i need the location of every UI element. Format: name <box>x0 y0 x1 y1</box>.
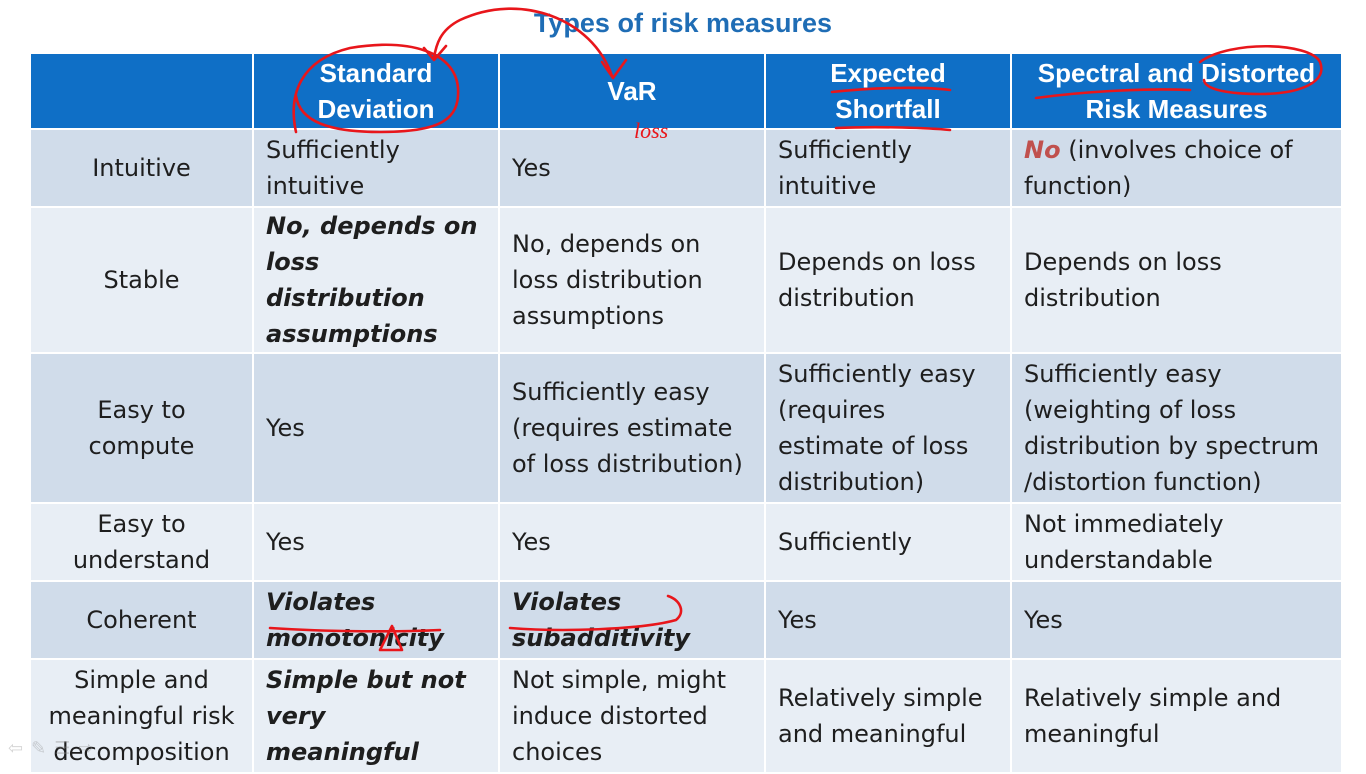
emphasis-text: No <box>1024 136 1061 164</box>
table-cell: Sufficiently <box>766 504 1012 582</box>
table-cell: Relatively simple and meaningful <box>1012 660 1343 774</box>
table-row: Coherent Violates monotonicity Violates … <box>31 582 1343 660</box>
table-cell: Sufficiently easy (weighting of loss dis… <box>1012 354 1343 504</box>
row-label: Easy to understand <box>31 504 254 582</box>
table-cell: Violates monotonicity <box>254 582 500 660</box>
pen-icon[interactable]: ✎ <box>31 738 47 759</box>
table-cell: No, depends on loss distribution assumpt… <box>254 208 500 354</box>
row-label: Easy to compute <box>31 354 254 504</box>
table-cell: Yes <box>500 130 766 208</box>
table-cell: Simple but not very meaningful <box>254 660 500 774</box>
table-cell: Yes <box>1012 582 1343 660</box>
header-spectral-distorted: Spectral and Distorted Risk Measures <box>1012 54 1343 130</box>
table-cell: Not simple, might induce distorted choic… <box>500 660 766 774</box>
row-label: Stable <box>31 208 254 354</box>
slideshow-toolbar[interactable]: ⇦ ✎ ☰ ⇨ <box>8 738 93 759</box>
header-standard-deviation: Standard Deviation <box>254 54 500 130</box>
row-label: Simple and meaningful risk decomposition <box>31 660 254 774</box>
table-cell: Depends on loss distribution <box>1012 208 1343 354</box>
page-title: Types of risk measures <box>533 8 833 38</box>
table-cell: No, depends on loss distribution assumpt… <box>500 208 766 354</box>
menu-icon[interactable]: ☰ <box>54 738 71 759</box>
table-cell: Not immediately understandable <box>1012 504 1343 582</box>
table-cell: Yes <box>766 582 1012 660</box>
table-row: Simple and meaningful risk decomposition… <box>31 660 1343 774</box>
forward-arrow-icon[interactable]: ⇨ <box>78 738 94 759</box>
header-expected-shortfall: Expected Shortfall <box>766 54 1012 130</box>
cell-text: (involves choice of function) <box>1024 136 1293 200</box>
table-cell: Relatively simple and meaningful <box>766 660 1012 774</box>
table-row: Easy to compute Yes Sufficiently easy (r… <box>31 354 1343 504</box>
back-arrow-icon[interactable]: ⇦ <box>8 738 24 759</box>
row-label: Coherent <box>31 582 254 660</box>
table-cell: Yes <box>254 354 500 504</box>
header-corner <box>31 54 254 130</box>
row-label: Intuitive <box>31 130 254 208</box>
table-row: Stable No, depends on loss distribution … <box>31 208 1343 354</box>
table-cell: Violates subadditivity <box>500 582 766 660</box>
table-cell: Sufficiently intuitive <box>254 130 500 208</box>
table-row: Intuitive Sufficiently intuitive Yes Suf… <box>31 130 1343 208</box>
table-cell: Depends on loss distribution <box>766 208 1012 354</box>
table-cell: No (involves choice of function) <box>1012 130 1343 208</box>
table-row: Easy to understand Yes Yes Sufficiently … <box>31 504 1343 582</box>
risk-measures-table: Standard Deviation VaR Expected Shortfal… <box>31 54 1343 774</box>
table-cell: Sufficiently easy (requires estimate of … <box>766 354 1012 504</box>
table-cell: Sufficiently easy (requires estimate of … <box>500 354 766 504</box>
table-cell: Yes <box>254 504 500 582</box>
table-cell: Sufficiently intuitive <box>766 130 1012 208</box>
header-var: VaR <box>500 54 766 130</box>
table-cell: Yes <box>500 504 766 582</box>
